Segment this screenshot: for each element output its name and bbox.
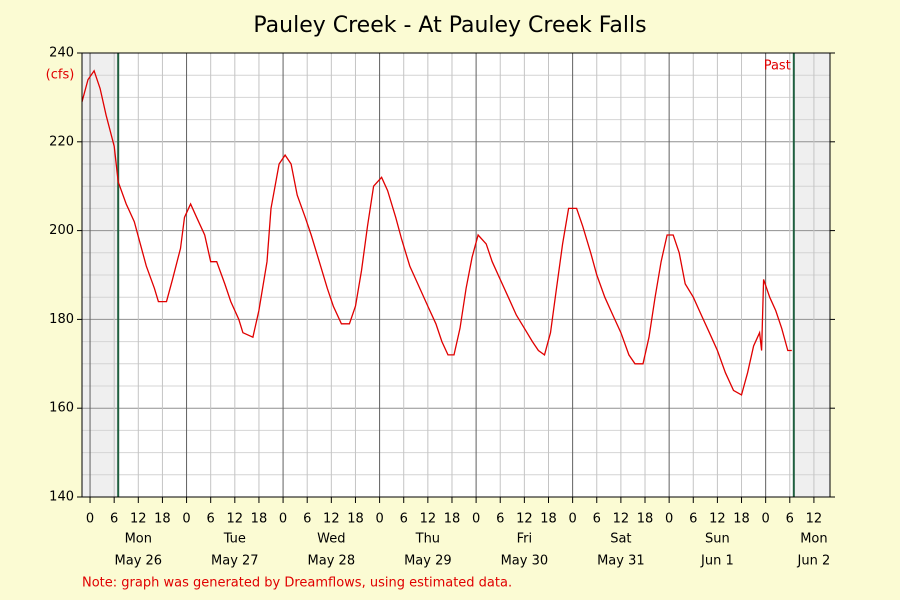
y-tick-label: 220 — [49, 134, 74, 149]
x-tick-label: 12 — [709, 512, 726, 527]
date-label: May 27 — [211, 554, 259, 569]
y-tick-label: 140 — [49, 490, 74, 505]
x-tick-label: 18 — [540, 512, 557, 527]
date-label: May 31 — [597, 554, 645, 569]
x-tick-label: 6 — [400, 512, 408, 527]
x-tick-label: 6 — [786, 512, 794, 527]
date-label: May 29 — [404, 554, 452, 569]
y-tick-label: 200 — [49, 223, 74, 238]
day-label: Thu — [415, 532, 440, 547]
x-tick-label: 6 — [207, 512, 215, 527]
x-tick-label: 18 — [637, 512, 654, 527]
x-tick-label: 18 — [733, 512, 750, 527]
x-tick-label: 0 — [665, 512, 673, 527]
date-label: May 28 — [308, 554, 356, 569]
x-tick-label: 18 — [444, 512, 461, 527]
day-label: Tue — [223, 532, 246, 547]
y-tick-label: 160 — [49, 401, 74, 416]
x-tick-label: 12 — [323, 512, 340, 527]
x-tick-label: 0 — [182, 512, 190, 527]
date-label: May 26 — [115, 554, 163, 569]
x-tick-label: 0 — [472, 512, 480, 527]
day-label: Wed — [317, 532, 345, 547]
x-tick-label: 18 — [251, 512, 268, 527]
x-tick-label: 0 — [762, 512, 770, 527]
flow-line — [81, 69, 792, 396]
date-label: Jun 2 — [797, 554, 831, 569]
day-label: Sun — [705, 532, 730, 547]
day-label: Mon — [800, 532, 827, 547]
annotation: Past — [764, 59, 791, 74]
x-tick-label: 12 — [420, 512, 437, 527]
y-tick-label: 240 — [49, 46, 74, 61]
x-tick-label: 0 — [375, 512, 383, 527]
date-label: Jun 1 — [700, 554, 734, 569]
x-tick-label: 12 — [806, 512, 823, 527]
plot-frame — [81, 52, 831, 498]
x-tick-label: 6 — [496, 512, 504, 527]
x-tick-label: 0 — [279, 512, 287, 527]
date-label: May 30 — [501, 554, 549, 569]
x-tick-label: 6 — [593, 512, 601, 527]
day-label: Mon — [125, 532, 152, 547]
x-tick-label: 0 — [86, 512, 94, 527]
note: Note: graph was generated by Dreamflows,… — [82, 576, 512, 591]
x-tick-label: 12 — [227, 512, 244, 527]
x-tick-label: 6 — [303, 512, 311, 527]
y-unit-label: (cfs) — [46, 68, 75, 83]
y-tick-label: 180 — [49, 312, 74, 327]
x-tick-label: 12 — [516, 512, 533, 527]
chart-title: Pauley Creek - At Pauley Creek Falls — [253, 13, 646, 38]
x-tick-label: 0 — [568, 512, 576, 527]
day-label: Sat — [610, 532, 631, 547]
x-tick-label: 6 — [110, 512, 118, 527]
x-tick-label: 12 — [130, 512, 147, 527]
x-tick-label: 6 — [689, 512, 697, 527]
x-tick-label: 12 — [613, 512, 630, 527]
x-tick-label: 18 — [154, 512, 171, 527]
day-label: Fri — [517, 532, 533, 547]
x-tick-label: 18 — [347, 512, 364, 527]
